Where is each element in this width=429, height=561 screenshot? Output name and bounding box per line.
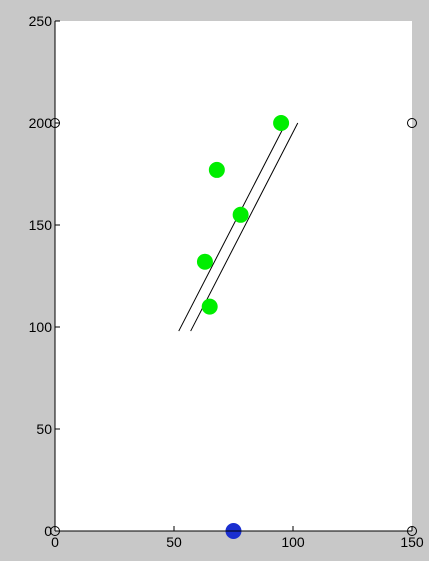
fit-line-1	[178, 122, 287, 332]
y-tick-label-6: 250	[29, 13, 53, 29]
y-axis-ticks: 0 50 100 150 200 250	[29, 13, 60, 539]
data-points	[50, 115, 417, 539]
point-series1-5	[201, 298, 218, 315]
point-series1-3	[232, 206, 249, 223]
y-tick-label-5: 200	[29, 115, 53, 131]
x-tick-label-3: 100	[281, 534, 305, 550]
y-tick-label-3: 100	[29, 319, 53, 335]
point-series1-2	[208, 161, 225, 178]
x-axis-ticks: 0 50 100 150	[51, 526, 424, 550]
x-tick-label-1: 0	[51, 534, 59, 550]
y-tick-label-2: 50	[36, 421, 52, 437]
fit-lines	[178, 122, 299, 332]
x-tick-label-4: 150	[400, 534, 424, 550]
fit-line-2	[190, 122, 299, 332]
open-marker-2	[407, 118, 417, 128]
point-series1-1	[273, 115, 290, 131]
y-tick-label-1: 0	[44, 523, 52, 539]
point-series1-4	[196, 253, 213, 270]
y-tick-label-4: 150	[29, 217, 53, 233]
plot-area	[55, 21, 412, 531]
x-tick-label-2: 50	[166, 534, 182, 550]
